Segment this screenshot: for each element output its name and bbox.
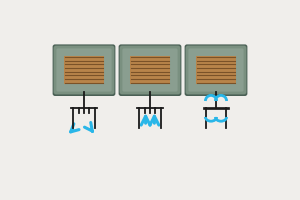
- FancyBboxPatch shape: [120, 46, 180, 94]
- FancyBboxPatch shape: [52, 44, 116, 96]
- FancyBboxPatch shape: [184, 44, 248, 96]
- Bar: [196, 56, 236, 84]
- FancyBboxPatch shape: [122, 48, 178, 92]
- Bar: [130, 56, 170, 84]
- FancyBboxPatch shape: [118, 44, 182, 96]
- FancyBboxPatch shape: [56, 48, 112, 92]
- FancyBboxPatch shape: [54, 46, 114, 94]
- FancyBboxPatch shape: [188, 48, 244, 92]
- FancyBboxPatch shape: [186, 46, 246, 94]
- Bar: [64, 56, 104, 84]
